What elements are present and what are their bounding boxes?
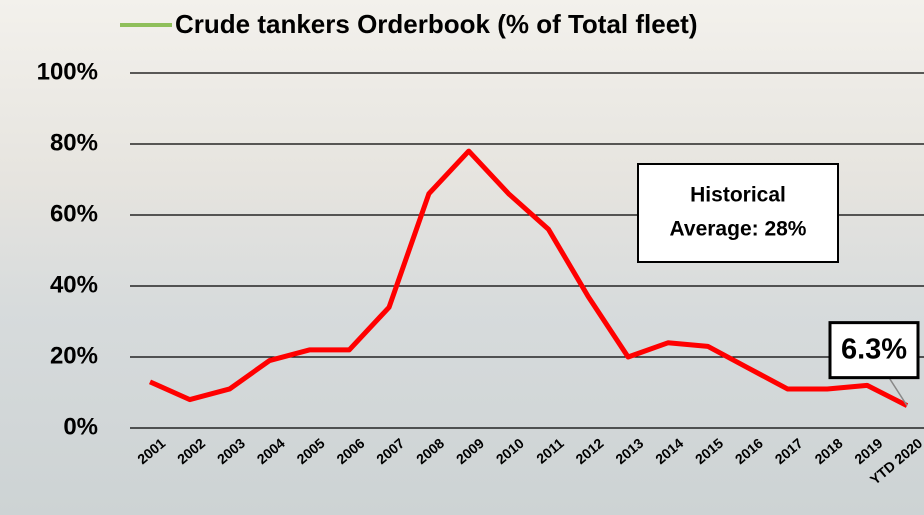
y-tick-label: 60% <box>50 200 98 227</box>
annotation-text: Average: 28% <box>670 218 807 241</box>
y-tick-label: 0% <box>63 413 98 440</box>
value-label: 6.3% <box>841 333 907 365</box>
y-tick-label: 20% <box>50 342 98 369</box>
y-tick-label: 80% <box>50 129 98 156</box>
annotation-box <box>637 163 839 263</box>
y-tick-label: 40% <box>50 271 98 298</box>
y-tick-label: 100% <box>37 58 98 85</box>
legend-label: Crude tankers Orderbook (% of Total flee… <box>175 9 697 39</box>
label-pointer <box>888 377 908 407</box>
value-label-box <box>828 321 920 380</box>
annotation-text: Historical <box>690 184 786 207</box>
line-series <box>148 148 909 408</box>
